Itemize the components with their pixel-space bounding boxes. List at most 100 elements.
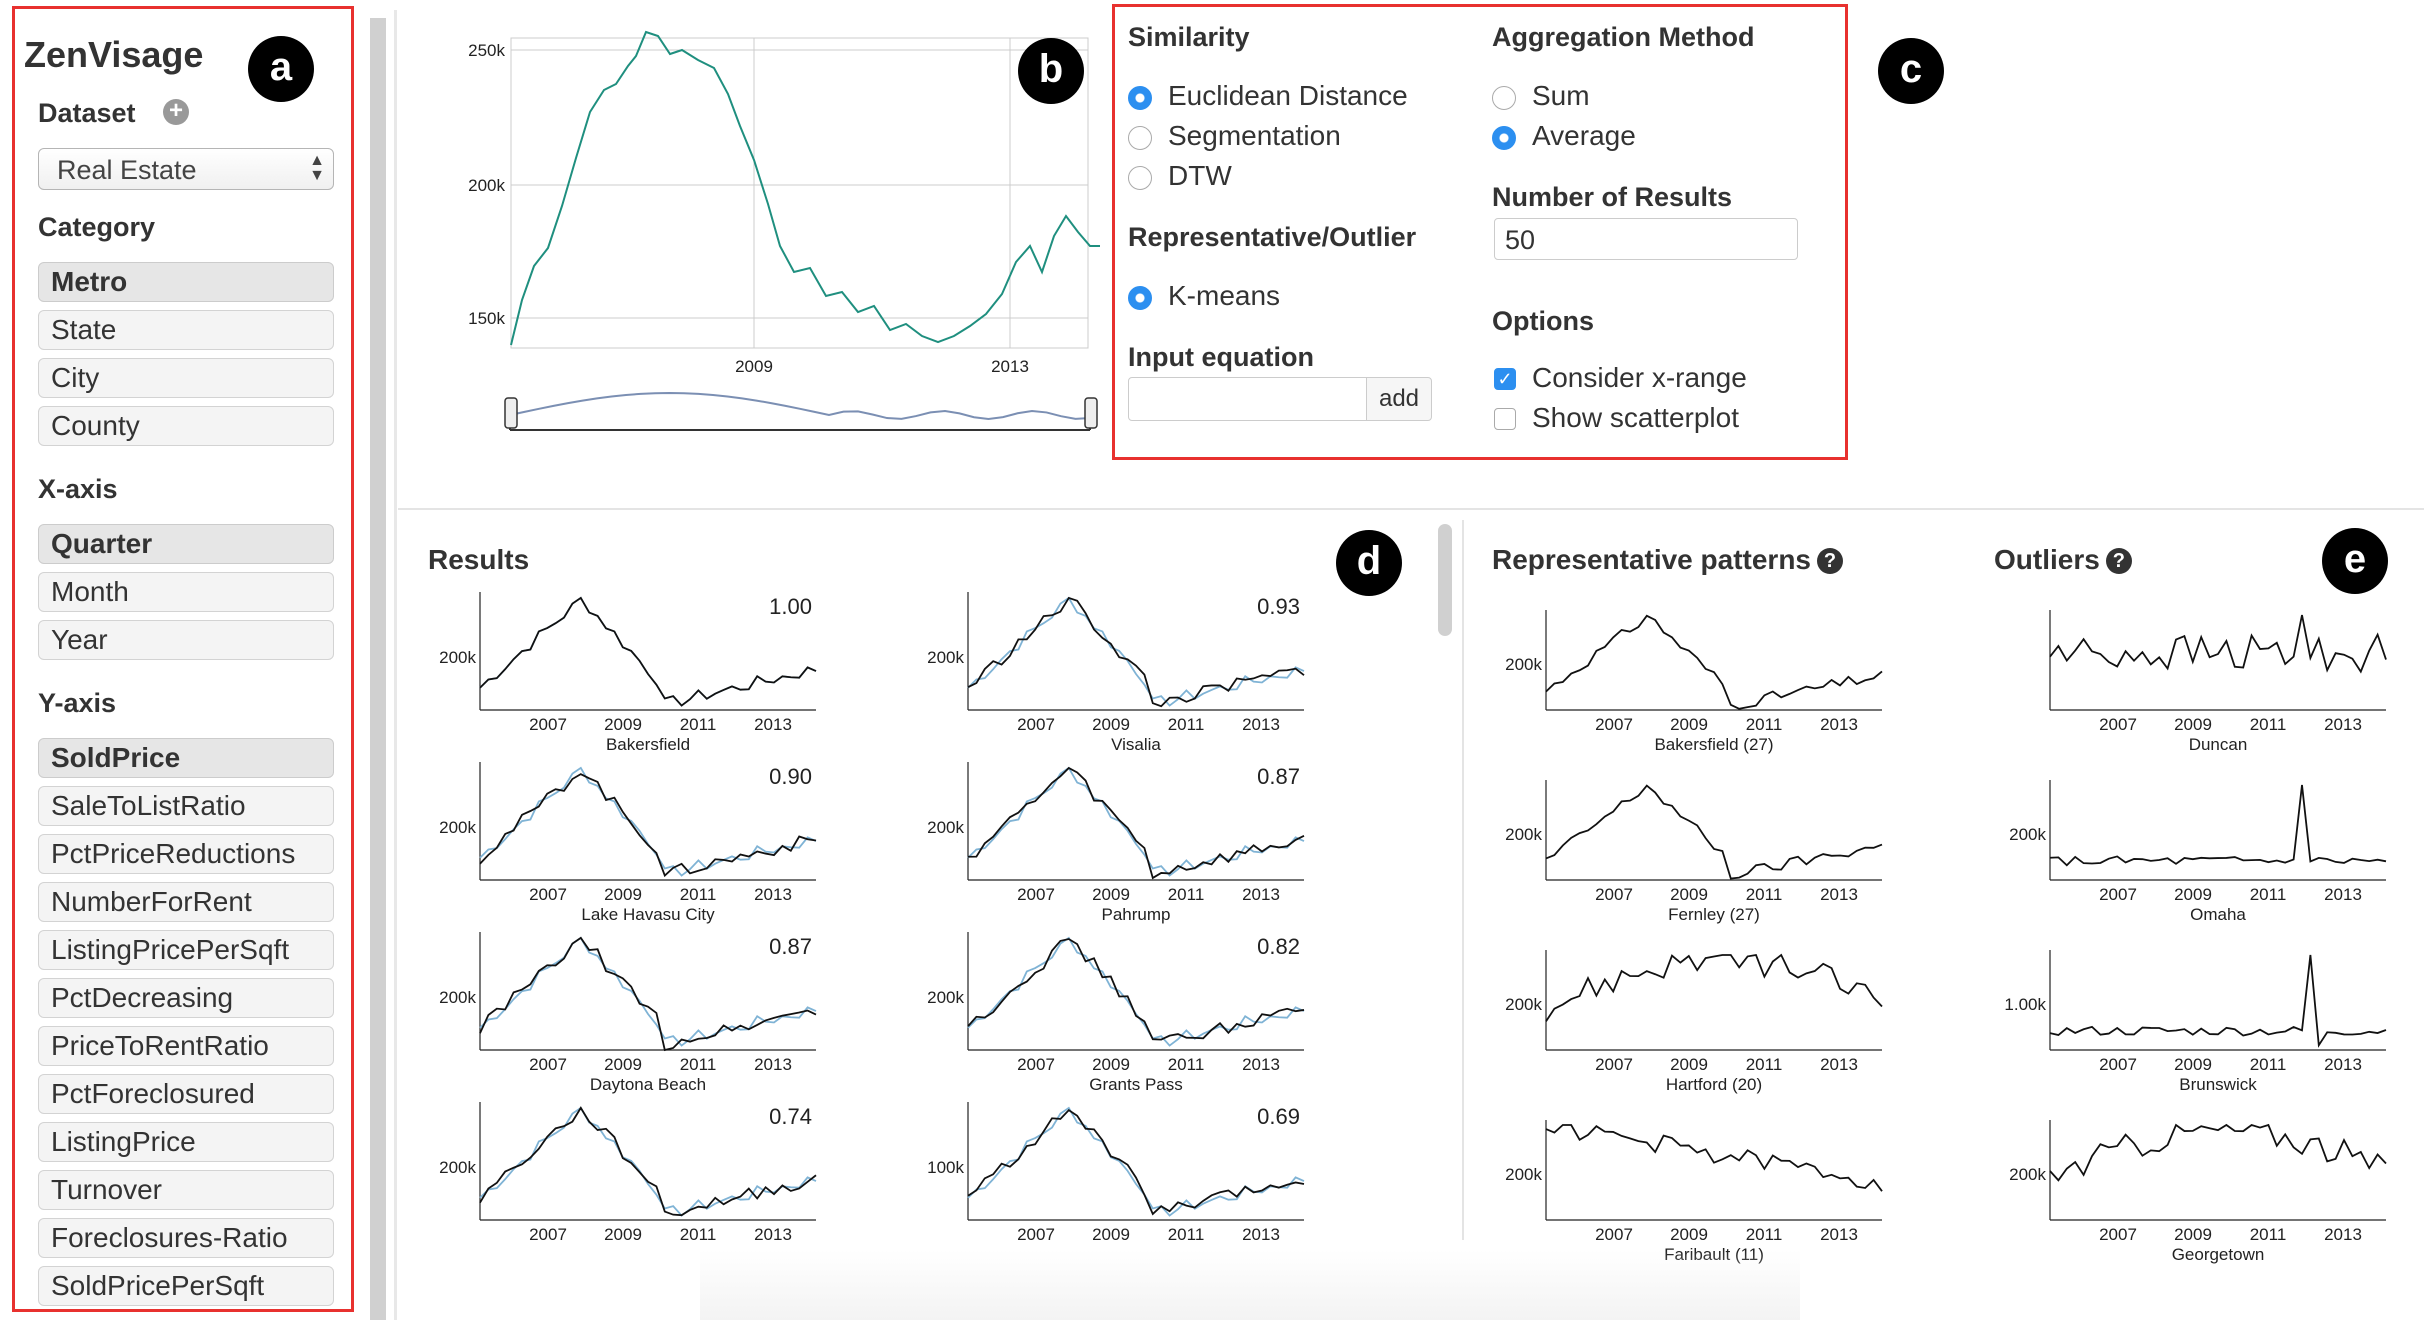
yaxis-item-soldpricepersqft[interactable]: SoldPricePerSqft <box>38 1266 334 1306</box>
xaxis-item-year[interactable]: Year <box>38 620 334 660</box>
yaxis-item-numberforrent[interactable]: NumberForRent <box>38 882 334 922</box>
checkbox-consider-x-range[interactable]: ✓ <box>1494 368 1516 390</box>
result-5-chart[interactable]: 200k 2007 2009 2011 2013 0.82 Grants Pass <box>916 932 1312 1110</box>
x-tick-label: 2011 <box>2250 885 2287 904</box>
radio-dtw[interactable] <box>1128 166 1152 190</box>
outlier-0-chart[interactable]: 2007 2009 2011 2013 Duncan <box>1998 610 2394 770</box>
sidebar-scrollbar[interactable] <box>370 18 386 1320</box>
equation-input[interactable] <box>1128 377 1368 421</box>
category-item-county[interactable]: County <box>38 406 334 446</box>
yaxis-item-listingpricepersqft[interactable]: ListingPricePerSqft <box>38 930 334 970</box>
range-overview-line <box>509 391 1091 421</box>
result-2-chart[interactable]: 200k 2007 2009 2011 2013 0.90 Lake Havasu City <box>428 762 824 940</box>
x-tick-label: 2009 <box>735 357 773 376</box>
yaxis-item-saletolistratio[interactable]: SaleToListRatio <box>38 786 334 826</box>
help-icon[interactable]: ? <box>2105 548 2132 574</box>
outlier-1-chart[interactable]: 200k 2007 2009 2011 2013 Omaha <box>1998 780 2394 940</box>
outliers-title: Outliers? <box>1994 544 2132 576</box>
radio-sum[interactable] <box>1492 86 1516 110</box>
radio-euclidean-distance[interactable] <box>1128 86 1152 110</box>
category-item-metro[interactable]: Metro <box>38 262 334 302</box>
score-label: 0.69 <box>1257 1104 1300 1129</box>
result-1-chart[interactable]: 200k 2007 2009 2011 2013 0.93 Visalia <box>916 592 1312 770</box>
result-3-chart[interactable]: 200k 2007 2009 2011 2013 0.87 Pahrump <box>916 762 1312 940</box>
representative-0-chart[interactable]: 200k 2007 2009 2011 2013 Bakersfield (27) <box>1494 610 1890 770</box>
reference-line <box>967 1106 1305 1217</box>
outlier-3-chart[interactable]: 200k 2007 2009 2011 2013 Georgetown <box>1998 1120 2394 1280</box>
chart-caption: Bakersfield (27) <box>1654 735 1773 754</box>
option-show-scatterplot[interactable]: Show scatterplot <box>1532 402 1739 433</box>
chart-caption: Visalia <box>1111 735 1161 754</box>
range-handle-left[interactable] <box>504 397 518 429</box>
similarity-option-euclidean-distance[interactable]: Euclidean Distance <box>1168 80 1408 111</box>
radio-segmentation[interactable] <box>1128 126 1152 150</box>
sketch-canvas[interactable]: 250k 200k 150k 2009 2013 <box>450 10 1100 450</box>
y-tick-label: 250k <box>468 41 505 60</box>
x-tick-label: 2013 <box>754 1055 792 1074</box>
x-tick-label: 2013 <box>1242 1055 1280 1074</box>
radio-k-means[interactable] <box>1128 286 1152 310</box>
num-results-input[interactable]: 50 <box>1494 218 1798 260</box>
score-label: 0.87 <box>769 934 812 959</box>
result-7-chart[interactable]: 100k 2007 2009 2011 2013 0.69 <box>916 1102 1312 1280</box>
yaxis-item-turnover[interactable]: Turnover <box>38 1170 334 1210</box>
series-line <box>967 596 1305 708</box>
series-line <box>479 596 817 707</box>
x-tick-label: 2011 <box>1168 1055 1205 1074</box>
yaxis-item-listingprice[interactable]: ListingPrice <box>38 1122 334 1162</box>
add-dataset-icon[interactable]: + <box>163 99 189 125</box>
x-tick-label: 2011 <box>1168 715 1205 734</box>
checkbox-show-scatterplot[interactable] <box>1494 408 1516 430</box>
radio-average[interactable] <box>1492 126 1516 150</box>
yaxis-item-soldprice[interactable]: SoldPrice <box>38 738 334 778</box>
score-label: 0.74 <box>769 1104 812 1129</box>
category-item-state[interactable]: State <box>38 310 334 350</box>
option-consider-x-range[interactable]: Consider x-range <box>1532 362 1747 393</box>
aggregation-option-average[interactable]: Average <box>1532 120 1636 151</box>
result-6-chart[interactable]: 200k 2007 2009 2011 2013 0.74 <box>428 1102 824 1280</box>
rep-outlier-label: Representative/Outlier <box>1128 222 1417 252</box>
x-tick-label: 2007 <box>529 1225 567 1244</box>
add-equation-button[interactable]: add <box>1366 377 1432 421</box>
series-line <box>1545 953 1883 1022</box>
x-tick-label: 2007 <box>1017 885 1055 904</box>
reference-line <box>967 936 1305 1047</box>
chart-caption: Lake Havasu City <box>581 905 715 924</box>
chart-caption: Brunswick <box>2179 1075 2257 1094</box>
x-tick-label: 2013 <box>1820 715 1858 734</box>
x-tick-label: 2011 <box>2250 1225 2287 1244</box>
y-tick-label: 200k <box>927 818 964 837</box>
yaxis-item-pctforeclosured[interactable]: PctForeclosured <box>38 1074 334 1114</box>
x-tick-label: 2013 <box>2324 885 2362 904</box>
help-icon[interactable]: ? <box>1817 548 1844 574</box>
badge-e: e <box>2322 528 2388 594</box>
results-scrollbar[interactable] <box>1438 524 1452 636</box>
category-item-city[interactable]: City <box>38 358 334 398</box>
yaxis-item-pctpricereductions[interactable]: PctPriceReductions <box>38 834 334 874</box>
x-tick-label: 2007 <box>2099 1055 2137 1074</box>
rep-option-k-means[interactable]: K-means <box>1168 280 1281 311</box>
x-tick-label: 2011 <box>680 715 717 734</box>
result-4-chart[interactable]: 200k 2007 2009 2011 2013 0.87 Daytona Beach <box>428 932 824 1110</box>
reference-line <box>967 766 1305 877</box>
x-tick-label: 2009 <box>1670 1055 1708 1074</box>
range-handle-right[interactable] <box>1084 397 1098 429</box>
yaxis-item-foreclosures-ratio[interactable]: Foreclosures-Ratio <box>38 1218 334 1258</box>
x-tick-label: 2011 <box>1746 1225 1783 1244</box>
representative-1-chart[interactable]: 200k 2007 2009 2011 2013 Fernley (27) <box>1494 780 1890 940</box>
xaxis-item-quarter[interactable]: Quarter <box>38 524 334 564</box>
similarity-option-dtw[interactable]: DTW <box>1168 160 1232 191</box>
xaxis-item-month[interactable]: Month <box>38 572 334 612</box>
series-line <box>479 936 817 1052</box>
yaxis-item-pricetorentratio[interactable]: PriceToRentRatio <box>38 1026 334 1066</box>
x-tick-label: 2007 <box>529 715 567 734</box>
yaxis-item-pctdecreasing[interactable]: PctDecreasing <box>38 978 334 1018</box>
representative-2-chart[interactable]: 200k 2007 2009 2011 2013 Hartford (20) <box>1494 950 1890 1110</box>
dataset-select[interactable]: Real Estate ▲ ▼ <box>38 148 334 190</box>
similarity-option-segmentation[interactable]: Segmentation <box>1168 120 1341 151</box>
aggregation-label: Aggregation Method <box>1492 22 1755 52</box>
outlier-2-chart[interactable]: 1.00k 2007 2009 2011 2013 Brunswick <box>1998 950 2394 1110</box>
x-tick-label: 2007 <box>529 885 567 904</box>
result-0-chart[interactable]: 200k 2007 2009 2011 2013 1.00 Bakersfield <box>428 592 824 770</box>
aggregation-option-sum[interactable]: Sum <box>1532 80 1590 111</box>
